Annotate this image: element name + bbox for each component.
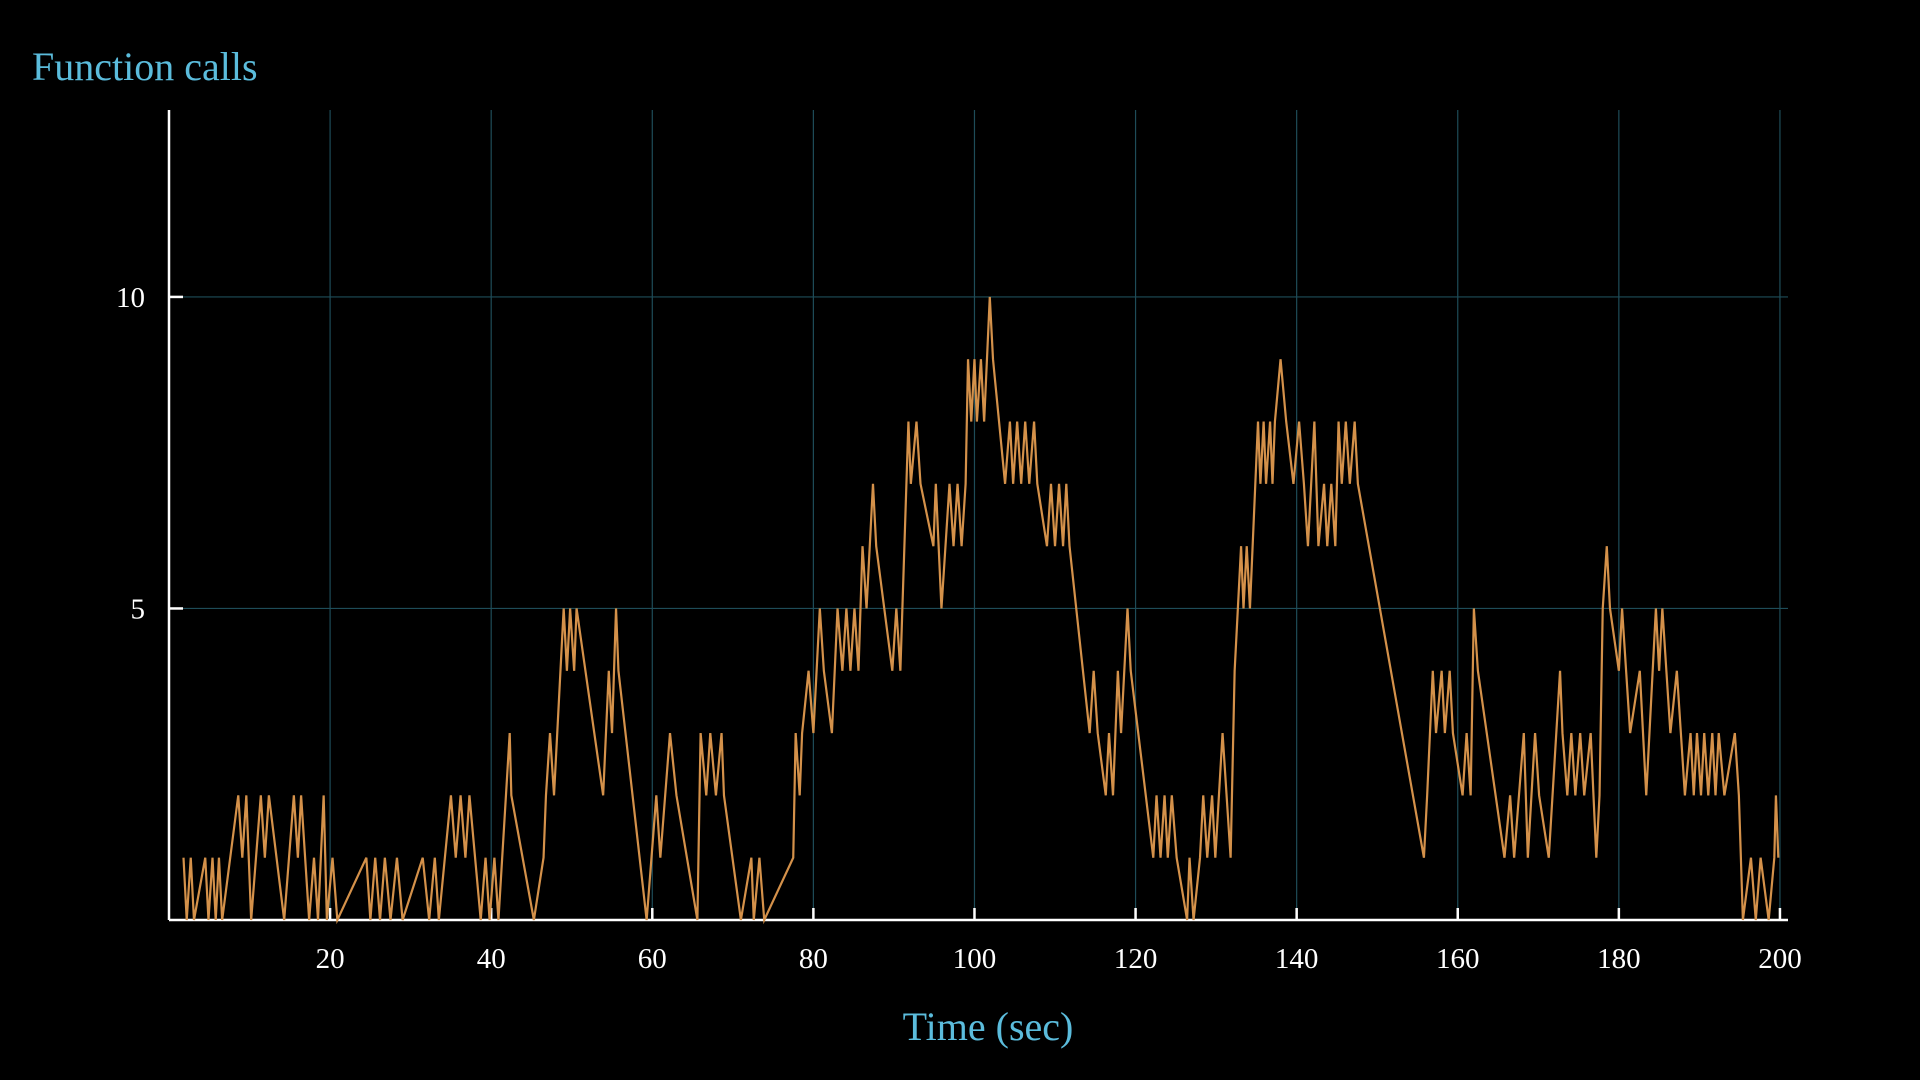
x-tick-label: 180 <box>1597 943 1641 975</box>
x-tick-label: 40 <box>477 943 506 975</box>
y-tick-label: 10 <box>116 282 145 314</box>
x-tick-label: 200 <box>1758 943 1802 975</box>
x-tick-label: 160 <box>1436 943 1480 975</box>
chart-title: Function calls <box>32 44 258 89</box>
y-tick-label: 5 <box>131 593 146 625</box>
x-axis-label: Time (sec) <box>903 1004 1074 1049</box>
x-tick-label: 20 <box>316 943 345 975</box>
data-line <box>182 296 1780 925</box>
x-tick-label: 80 <box>799 943 828 975</box>
x-tick-label: 100 <box>953 943 997 975</box>
x-tick-label: 60 <box>638 943 667 975</box>
x-tick-label: 120 <box>1114 943 1158 975</box>
x-tick-label: 140 <box>1275 943 1319 975</box>
